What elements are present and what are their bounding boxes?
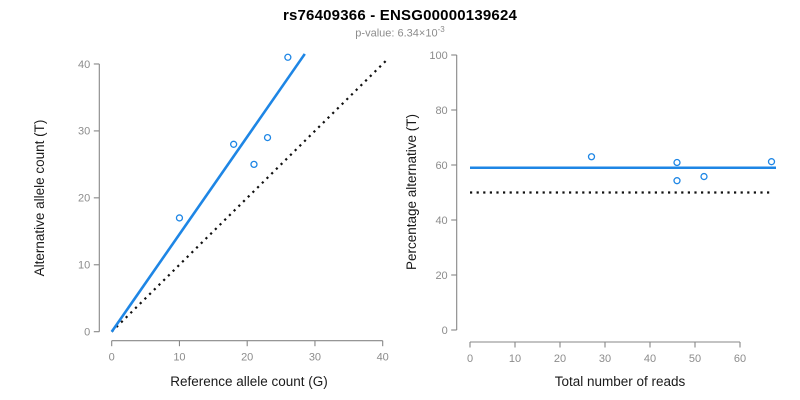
x-tick-label: 50 bbox=[689, 353, 701, 365]
y-tick-label: 10 bbox=[78, 260, 90, 272]
plot-subtitle: p-value: 6.34×10-3 bbox=[0, 25, 800, 40]
x-tick-label: 0 bbox=[467, 353, 473, 365]
y-tick-label: 60 bbox=[435, 160, 447, 172]
x-tick-label: 10 bbox=[509, 353, 521, 365]
y-tick-label: 0 bbox=[442, 325, 448, 337]
y-tick-label: 40 bbox=[78, 59, 90, 71]
fit-line bbox=[110, 53, 306, 333]
x-tick-label: 40 bbox=[644, 353, 656, 365]
data-point bbox=[587, 153, 596, 161]
y-tick-label: 20 bbox=[78, 193, 90, 205]
data-point bbox=[284, 53, 292, 61]
data-point bbox=[673, 158, 681, 167]
x-tick-label: 30 bbox=[599, 353, 611, 365]
plot-title: rs76409366 - ENSG00000139624 bbox=[282, 7, 518, 24]
y-tick-label: 0 bbox=[84, 327, 90, 339]
data-point bbox=[263, 133, 272, 142]
identity-line bbox=[110, 59, 388, 333]
data-point bbox=[229, 140, 238, 148]
left-scatter-plot: 0 10 20 30 40 0 10 20 30 40 Reference allele count… bbox=[32, 53, 389, 389]
y-tick-label: 20 bbox=[435, 270, 447, 282]
x-tick-label: 30 bbox=[309, 352, 321, 364]
pvalue-exponent: -3 bbox=[437, 25, 445, 34]
x-tick-label: 20 bbox=[554, 353, 566, 365]
y-tick-label: 100 bbox=[429, 50, 447, 62]
x-axis-label: Total number of reads bbox=[555, 374, 686, 389]
x-tick-label: 10 bbox=[173, 352, 185, 364]
data-point bbox=[250, 160, 258, 169]
x-tick-label: 0 bbox=[109, 352, 115, 364]
y-axis-label: Percentage alternative (T) bbox=[404, 114, 419, 270]
y-axis-label: Alternative allele count (T) bbox=[32, 120, 47, 277]
y-tick-label: 80 bbox=[435, 105, 447, 117]
right-scatter-plot: 0 10 20 30 40 50 60 0 20 40 60 80 100 Total number of… bbox=[404, 50, 776, 389]
pvalue-text: p-value: 6.34×10 bbox=[355, 27, 438, 40]
y-tick-label: 30 bbox=[78, 126, 90, 138]
data-point bbox=[175, 214, 184, 222]
data-point bbox=[700, 172, 708, 181]
x-tick-label: 60 bbox=[734, 353, 746, 365]
data-point bbox=[767, 158, 776, 166]
x-tick-label: 20 bbox=[241, 352, 253, 364]
x-axis-label: Reference allele count (G) bbox=[170, 374, 328, 389]
data-point bbox=[673, 177, 681, 185]
x-tick-label: 40 bbox=[377, 352, 389, 364]
y-tick-label: 40 bbox=[435, 215, 447, 227]
